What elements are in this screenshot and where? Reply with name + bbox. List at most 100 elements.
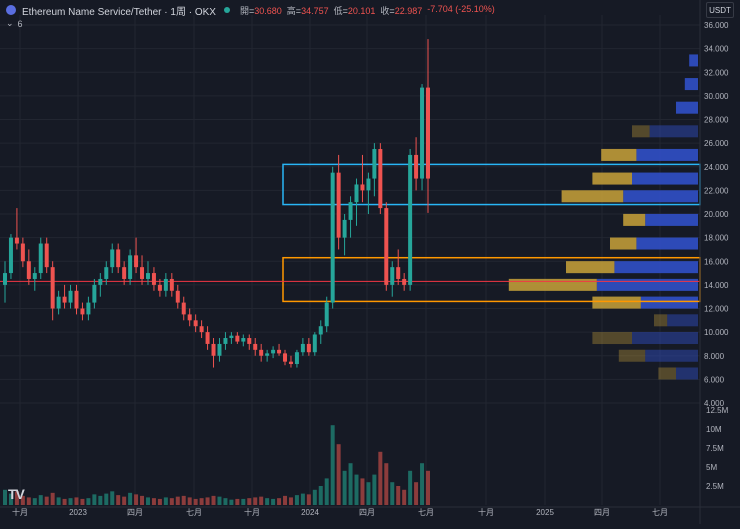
volume-bar [288,497,293,505]
time-tick-label: 2023 [69,508,87,517]
candle-body [396,267,401,279]
price-tick-label: 22.000 [704,186,729,195]
volume-bar [38,495,43,505]
candle-body [259,349,264,356]
candle-body [8,237,13,274]
volume-bar [8,493,13,505]
volume-bar [3,489,7,505]
volume-bar [169,498,174,505]
volume-profile-bar [623,190,698,203]
volume-bar [134,494,139,505]
candle-body [199,326,204,333]
candle-body [38,243,43,274]
volume-profile-bar [640,296,698,309]
time-tick-label: 四月 [127,508,143,517]
indicator-toggle[interactable]: ⌄ 6 [6,18,23,29]
ohlc-high: 高=34.757 [286,5,329,16]
candle-body [342,219,347,238]
volume-profile-bar [654,314,668,327]
time-tick-label: 七月 [418,508,434,517]
candle-body [348,202,353,220]
candle-body [378,149,383,209]
candle-body [151,273,156,285]
volume-bar [229,499,234,505]
candle-body [26,261,31,279]
volume-profile-bar [649,125,698,138]
volume-bar [20,495,25,505]
candle-body [169,278,174,291]
symbol-title[interactable]: Ethereum Name Service/Tether · 1周 · OKX [22,6,216,18]
candle-body [134,255,139,268]
candle-body [229,335,234,339]
volume-bar [122,496,127,505]
candle-body [140,267,145,279]
volume-bar [145,497,150,505]
volume-bar [283,495,288,505]
volume-tick-label: 2.5M [706,482,724,491]
volume-profile-bar [592,296,641,309]
volume-profile-bar [618,349,646,362]
candle-body [324,302,329,327]
volume-profile-bar [667,314,698,327]
volume-bar [116,495,121,505]
volume-profile-bar [561,190,624,203]
volume-bar [151,498,156,505]
volume-bar [241,498,246,505]
volume-bar [312,489,317,505]
volume-profile-bar [508,278,597,291]
candle-body [193,320,198,327]
time-tick-label: 2025 [536,508,554,517]
candle-body [384,208,389,285]
candle-body [205,332,210,344]
volume-bar [193,498,198,505]
candle-body [241,338,246,342]
volume-bar [98,495,103,505]
candle-body [86,302,91,315]
price-tick-label: 12.000 [704,305,729,314]
volume-profile-bar [614,261,698,274]
volume-bar [62,498,67,505]
candle-body [44,243,49,268]
volume-bar [163,497,168,505]
volume-bar [74,497,79,505]
ohlc-readout: 開=30.680 高=34.757 低=20.101 收=22.987 -7.7… [240,4,495,17]
price-tick-label: 14.000 [704,281,729,290]
volume-bar [92,494,97,505]
volume-bar [199,498,204,505]
candle-body [330,172,335,303]
candle-body [20,243,25,262]
candle-body [104,267,109,279]
volume-bar [408,470,413,505]
ohlc-open: 開=30.680 [239,5,282,16]
chevron-down-icon: ⌄ [6,18,14,28]
volume-profile-bar [566,261,615,274]
candle-body [92,284,97,303]
time-tick-label: 七月 [652,508,668,517]
volume-bar [396,486,401,505]
candle-body [277,349,282,354]
volume-bar [378,451,383,505]
volume-bar [175,496,180,505]
currency-button[interactable]: USDT [706,2,734,18]
candle-body [390,267,395,285]
volume-bar [56,497,61,505]
candle-body [354,184,359,203]
candle-body [414,154,419,179]
volume-profile-bar [658,367,676,380]
volume-tick-label: 10M [706,425,722,434]
candle-body [14,237,19,244]
candle-body [187,314,192,321]
volume-bar [342,470,347,505]
volume-bar [217,496,222,505]
candle-body [3,273,7,285]
volume-bar [324,478,329,505]
volume-profile-bar [645,349,698,362]
time-tick-label: 七月 [186,508,202,517]
candle-body [265,353,270,356]
candle-body [336,172,341,238]
volume-bar [223,498,228,505]
candle-body [402,278,407,285]
price-tick-label: 28.000 [704,116,729,125]
